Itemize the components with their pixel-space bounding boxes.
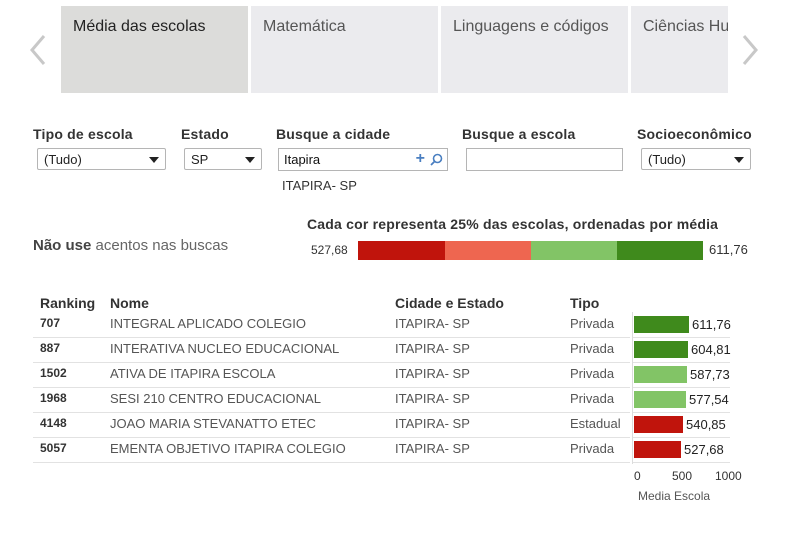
chart-tick-label: 0: [634, 469, 641, 483]
chart-bar-value-label: 604,81: [691, 342, 731, 357]
chevron-right-icon: [742, 35, 758, 65]
chart-x-axis-title: Media Escola: [638, 489, 711, 503]
legend-quartile-4: [617, 241, 703, 260]
tab-ciencias-humanas[interactable]: Ciências Hu: [631, 6, 728, 93]
ranking-cell: 887: [40, 341, 61, 355]
tipo-cell: Privada: [570, 441, 615, 456]
table-row[interactable]: 4148 JOAO MARIA STEVANATTO ETEC ITAPIRA- S…: [33, 412, 630, 438]
legend-quartile-1: [358, 241, 445, 260]
escola-search-input[interactable]: [466, 148, 623, 171]
ranking-cell: 1502: [40, 366, 67, 380]
search-hint: Não use acentos nas buscas: [33, 237, 228, 254]
tab-linguagens[interactable]: Linguagens e códigos: [441, 6, 628, 93]
col-header-cidade[interactable]: Cidade e Estado: [395, 295, 504, 311]
nome-cell: ATIVA DE ITAPIRA ESCOLA: [110, 366, 276, 381]
chart-bar-row: 604,81: [633, 337, 731, 363]
cidade-search-input[interactable]: Itapira +: [278, 148, 448, 171]
tipo-escola-value: (Tudo): [44, 152, 82, 167]
cidade-cell: ITAPIRA- SP: [395, 341, 470, 356]
table-row[interactable]: 1502 ATIVA DE ITAPIRA ESCOLA ITAPIRA- SP Pr…: [33, 362, 630, 388]
chart-bar-value-label: 540,85: [686, 417, 726, 432]
cidade-input-value: Itapira: [284, 152, 321, 167]
chevron-left-icon: [30, 35, 46, 65]
search-icon[interactable]: [430, 153, 443, 166]
tab-matematica[interactable]: Matemática: [251, 6, 438, 93]
plus-icon[interactable]: +: [415, 150, 425, 167]
cidade-cell: ITAPIRA- SP: [395, 366, 470, 381]
legend-title: Cada cor representa 25% das escolas, ord…: [307, 216, 719, 232]
chevron-down-icon: [245, 157, 255, 163]
estado-label: Estado: [181, 126, 229, 142]
chart-bar[interactable]: [634, 366, 687, 383]
chart-bar-row: 611,76: [633, 312, 731, 338]
chart-bar[interactable]: [634, 391, 686, 408]
chart-bar[interactable]: [634, 416, 683, 433]
chart-bar-row: 540,85: [633, 412, 730, 438]
legend-max-value: 611,76: [709, 242, 748, 257]
tipo-cell: Estadual: [570, 416, 621, 431]
cidade-cell: ITAPIRA- SP: [395, 391, 470, 406]
legend-quartile-3: [531, 241, 617, 260]
tab-media-escolas[interactable]: Média das escolas: [61, 6, 248, 93]
ranking-cell: 4148: [40, 416, 67, 430]
tipo-cell: Privada: [570, 316, 615, 331]
estado-select[interactable]: SP: [184, 148, 262, 170]
chart-bar[interactable]: [634, 316, 689, 333]
tipo-escola-label: Tipo de escola: [33, 126, 133, 142]
col-header-nome[interactable]: Nome: [110, 295, 149, 311]
socioeconomico-label: Socioeconômico: [637, 126, 752, 142]
chart-bar-row: 577,54: [633, 387, 730, 413]
tipo-cell: Privada: [570, 341, 615, 356]
carousel-next-button[interactable]: [738, 30, 762, 70]
search-hint-text: acentos nas buscas: [91, 237, 229, 254]
search-hint-bold: Não use: [33, 237, 92, 254]
legend-color-band: [358, 241, 703, 260]
nome-cell: JOAO MARIA STEVANATTO ETEC: [110, 416, 316, 431]
nome-cell: INTEGRAL APLICADO COLEGIO: [110, 316, 307, 331]
table-row[interactable]: 887 INTERATIVA NUCLEO EDUCACIONAL ITAPIRA-…: [33, 337, 630, 363]
chart-tick-label: 1000: [715, 469, 742, 483]
chart-bar[interactable]: [634, 341, 688, 358]
estado-value: SP: [191, 152, 209, 167]
cidade-cell: ITAPIRA- SP: [395, 316, 470, 331]
cidade-search-result[interactable]: ITAPIRA- SP: [282, 178, 357, 193]
chevron-down-icon: [149, 157, 159, 163]
chart-bar[interactable]: [634, 441, 681, 458]
chart-bar-row: 587,73: [633, 362, 730, 388]
escola-label: Busque a escola: [462, 126, 576, 142]
col-header-ranking[interactable]: Ranking: [40, 295, 96, 311]
tipo-escola-select[interactable]: (Tudo): [37, 148, 166, 170]
table-row[interactable]: 5057 EMENTA OBJETIVO ITAPIRA COLEGIO ITAPI…: [33, 437, 630, 463]
tipo-cell: Privada: [570, 366, 615, 381]
carousel-tabs: Média das escolas Matemática Linguagens …: [61, 6, 728, 94]
table-row[interactable]: 1968 SESI 210 CENTRO EDUCACIONAL ITAPIRA- …: [33, 387, 630, 413]
cidade-cell: ITAPIRA- SP: [395, 441, 470, 456]
ranking-cell: 5057: [40, 441, 67, 455]
chart-bar-value-label: 611,76: [692, 317, 731, 332]
chevron-down-icon: [734, 157, 744, 163]
chart-bar-value-label: 527,68: [684, 442, 724, 457]
cidade-cell: ITAPIRA- SP: [395, 416, 470, 431]
chart-bar-row: 527,68: [633, 437, 730, 463]
chart-axis-line: [632, 312, 633, 464]
cidade-label: Busque a cidade: [276, 126, 391, 142]
legend-min-value: 527,68: [311, 243, 348, 257]
ranking-cell: 1968: [40, 391, 67, 405]
nome-cell: SESI 210 CENTRO EDUCACIONAL: [110, 391, 321, 406]
legend-quartile-2: [445, 241, 531, 260]
tipo-cell: Privada: [570, 391, 615, 406]
chart-tick-label: 500: [672, 469, 693, 483]
table-row[interactable]: 707 INTEGRAL APLICADO COLEGIO ITAPIRA- SP P…: [33, 312, 630, 338]
chart-bar-value-label: 577,54: [689, 392, 729, 407]
socioeconomico-select[interactable]: (Tudo): [641, 148, 751, 170]
nome-cell: EMENTA OBJETIVO ITAPIRA COLEGIO: [110, 441, 346, 456]
socioeconomico-value: (Tudo): [648, 152, 686, 167]
ranking-cell: 707: [40, 316, 61, 330]
chart-bar-value-label: 587,73: [690, 367, 730, 382]
carousel-prev-button[interactable]: [26, 30, 50, 70]
col-header-tipo[interactable]: Tipo: [570, 295, 600, 311]
nome-cell: INTERATIVA NUCLEO EDUCACIONAL: [110, 341, 340, 356]
